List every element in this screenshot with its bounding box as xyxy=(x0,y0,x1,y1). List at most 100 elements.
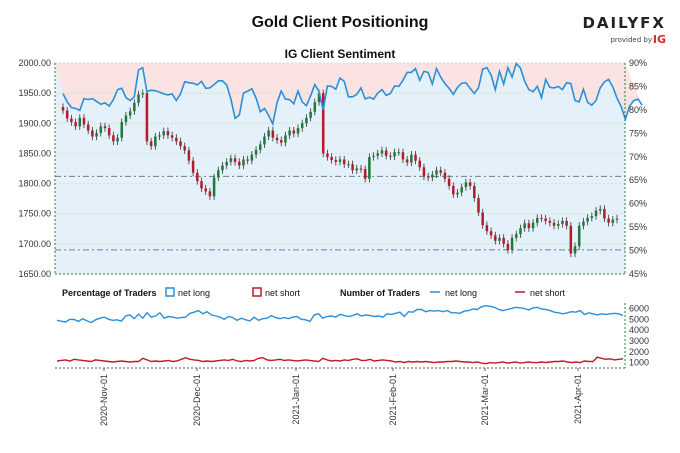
candle-body xyxy=(120,122,124,138)
legend-number-title: Number of Traders xyxy=(340,288,420,298)
candle-body xyxy=(464,182,468,188)
logo-ig: IG xyxy=(652,33,666,46)
candle-body xyxy=(200,181,203,189)
candle-body xyxy=(389,155,392,157)
y-left-tick-label: 1800.00 xyxy=(18,179,51,189)
y-right-tick-label: 65% xyxy=(629,175,647,185)
candle-body xyxy=(439,170,442,173)
x-tick-label: 2021-Feb-01 xyxy=(388,374,398,426)
candle-body xyxy=(347,164,350,166)
candle-body xyxy=(565,220,568,226)
candle-body xyxy=(342,159,346,165)
candle-body xyxy=(305,117,308,124)
candle-body xyxy=(384,150,388,156)
candle-body xyxy=(577,225,581,247)
candle-body xyxy=(103,126,107,129)
candle-body xyxy=(338,159,342,162)
candle-body xyxy=(91,130,94,137)
candle-body xyxy=(321,93,325,154)
candle-body xyxy=(179,141,182,147)
candle-body xyxy=(334,160,338,162)
candle-body xyxy=(544,218,547,221)
x-tick-label: 2020-Dec-01 xyxy=(192,374,202,426)
candle-body xyxy=(158,135,161,137)
legend-pct-net-long: net long xyxy=(178,288,210,298)
candle-body xyxy=(284,135,287,143)
candle-body xyxy=(540,217,543,219)
candle-body xyxy=(359,168,363,170)
candle-body xyxy=(531,222,535,229)
candle-body xyxy=(569,225,573,254)
candle-body xyxy=(326,153,329,158)
candle-body xyxy=(267,130,270,137)
candle-body xyxy=(477,198,480,213)
y-left-tick-label: 1900.00 xyxy=(18,118,51,128)
legend-net-long-box xyxy=(165,287,175,297)
candle-body xyxy=(393,152,396,157)
y-left-tick-label: 1850.00 xyxy=(18,148,51,158)
y-right-tick-label: 75% xyxy=(629,128,647,138)
candle-body xyxy=(435,170,438,175)
candle-body xyxy=(196,172,199,182)
chart-title: Gold Client Positioning xyxy=(251,14,429,31)
legend-percentage-title: Percentage of Traders xyxy=(62,288,157,298)
logo-wordmark: DAILYFX xyxy=(582,14,666,32)
candle-body xyxy=(527,223,531,229)
candle-body xyxy=(590,216,594,218)
candle-body xyxy=(300,123,304,129)
y-right-tick-label: 85% xyxy=(629,81,647,91)
x-tick-label: 2021-Jan-01 xyxy=(291,374,301,425)
lower-y-tick-label: 2000 xyxy=(629,347,649,357)
x-tick-label: 2020-Nov-01 xyxy=(99,374,109,426)
y-right-tick-label: 55% xyxy=(629,222,647,232)
candle-body xyxy=(133,102,136,112)
candle-body xyxy=(137,94,140,103)
candle-body xyxy=(112,135,115,142)
candle-body xyxy=(485,225,489,232)
candle-body xyxy=(246,159,249,161)
candle-body xyxy=(254,149,258,155)
lower-y-tick-label: 4000 xyxy=(629,325,649,335)
candle-body xyxy=(376,153,380,156)
candle-body xyxy=(418,160,422,168)
candle-body xyxy=(548,220,552,223)
y-left-tick-label: 1700.00 xyxy=(18,239,51,249)
candle-body xyxy=(368,157,371,179)
candle-body xyxy=(187,150,191,161)
candle-body xyxy=(271,130,275,138)
x-tick-label: 2021-Apr-01 xyxy=(573,374,583,424)
legend-net-short-box xyxy=(252,287,262,297)
candle-body xyxy=(401,152,405,160)
candle-body xyxy=(426,176,430,178)
candle-body xyxy=(170,135,174,138)
candle-body xyxy=(397,152,401,154)
candle-body xyxy=(552,222,556,226)
lower-y-tick-label: 3000 xyxy=(629,336,649,346)
candle-body xyxy=(494,235,497,241)
candle-body xyxy=(258,144,262,150)
candle-body xyxy=(598,208,602,211)
candle-body xyxy=(460,187,463,193)
candle-body xyxy=(78,117,82,127)
candle-body xyxy=(607,218,610,223)
lower-y-tick-label: 1000 xyxy=(629,358,649,368)
candle-body xyxy=(473,185,476,199)
candle-body xyxy=(250,154,254,161)
candle-body xyxy=(372,155,375,158)
lower-y-tick-label: 5000 xyxy=(629,314,649,324)
legend-num-net-short: net short xyxy=(530,288,566,298)
candle-body xyxy=(86,124,90,131)
candle-body xyxy=(443,172,447,179)
candle-body xyxy=(452,185,455,195)
candle-body xyxy=(519,228,522,235)
candle-body xyxy=(456,192,459,195)
candle-body xyxy=(498,237,501,241)
candle-body xyxy=(355,168,359,171)
candle-body xyxy=(363,169,367,179)
candle-body xyxy=(586,217,589,222)
candle-body xyxy=(238,161,241,166)
y-right-tick-label: 45% xyxy=(629,269,647,279)
candle-body xyxy=(204,188,207,192)
sentiment-line xyxy=(62,61,643,127)
y-right-tick-label: 80% xyxy=(629,105,647,115)
